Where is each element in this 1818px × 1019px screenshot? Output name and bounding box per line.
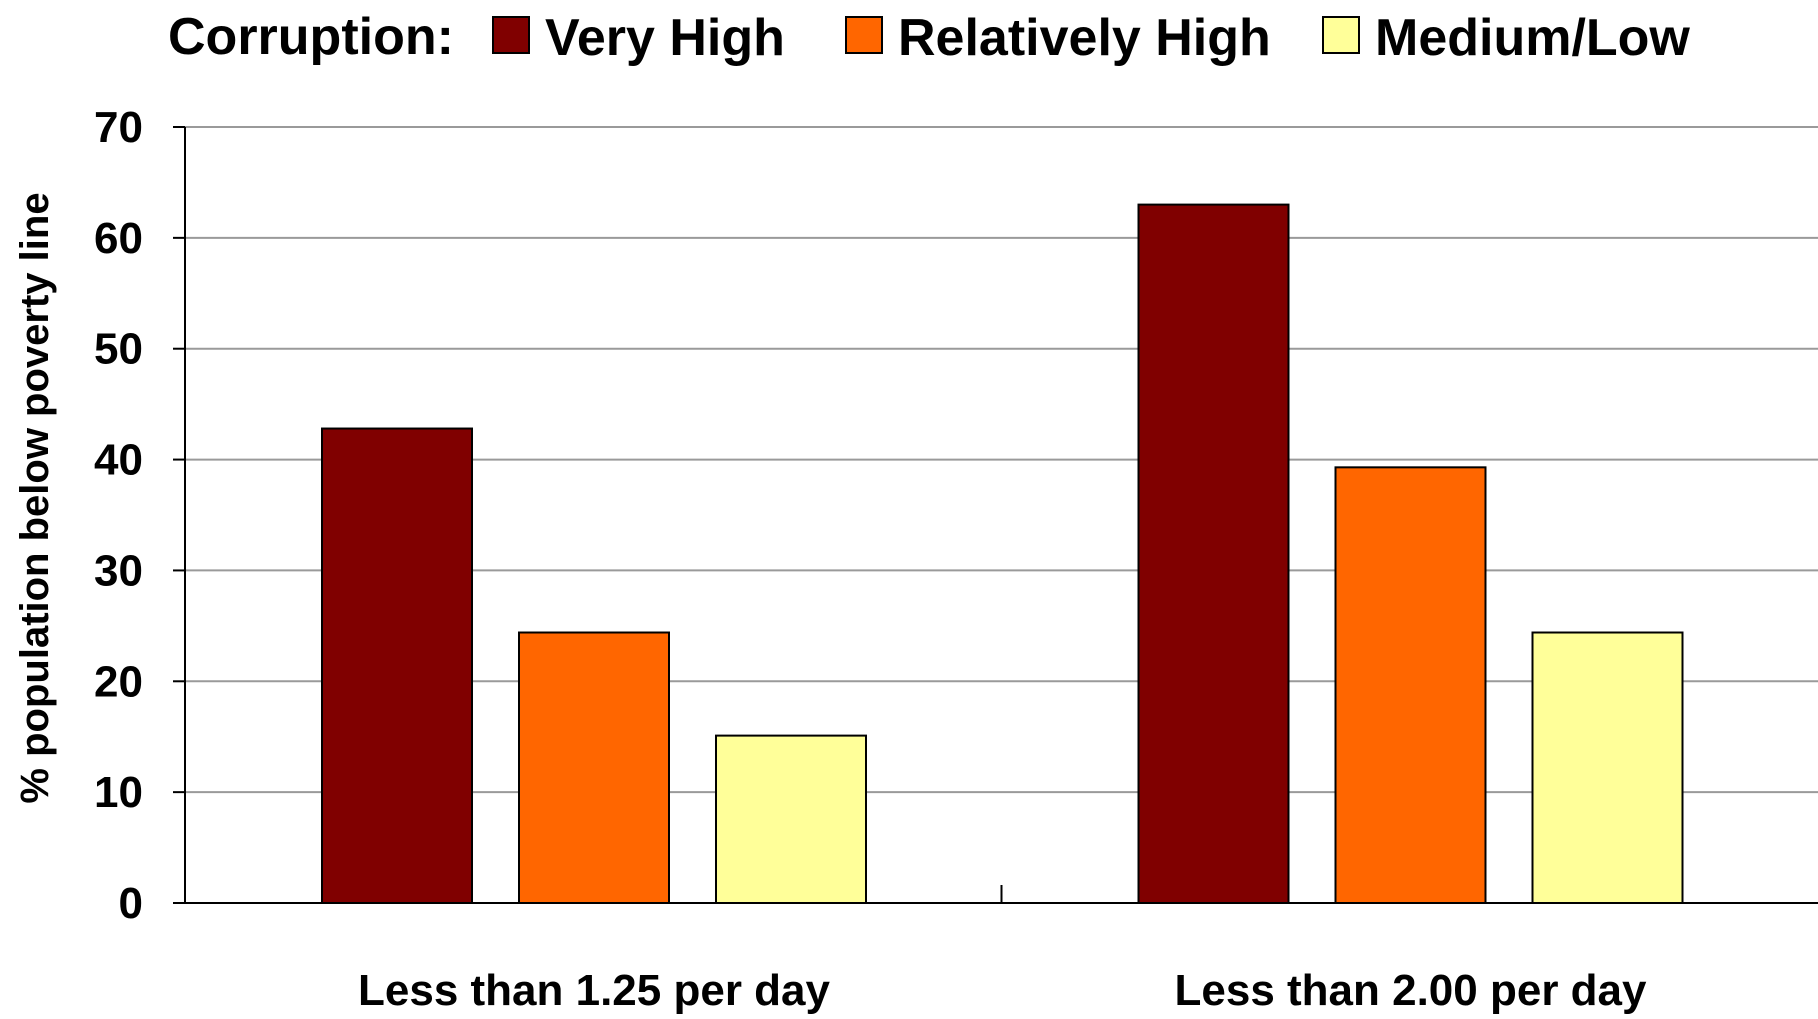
- legend-swatch: [492, 16, 530, 54]
- legend: Corruption: Very High Relatively High Medi…: [168, 8, 1690, 67]
- bar: [518, 631, 670, 904]
- legend-swatch: [845, 16, 883, 54]
- axes: [184, 127, 1818, 904]
- bar: [1334, 466, 1487, 904]
- y-tick-label: 30: [94, 546, 143, 595]
- legend-items: Very High Relatively High Medium/Low: [492, 9, 1690, 67]
- y-tick-label: 70: [94, 103, 143, 152]
- bar: [715, 734, 867, 904]
- bar: [1137, 203, 1290, 905]
- y-axis-ticks: 0 10 20 30 40 50 60 70: [94, 103, 185, 928]
- y-tick-label: 20: [94, 657, 143, 706]
- legend-swatch: [1322, 16, 1360, 54]
- x-axis-labels: Less than 1.25 per day Less than 2.00 per…: [358, 966, 1647, 1015]
- y-tick-label: 0: [119, 879, 143, 928]
- y-tick-label: 10: [94, 768, 143, 817]
- legend-label: Very High: [545, 9, 785, 67]
- legend-label: Relatively High: [898, 9, 1271, 67]
- bars: [321, 203, 1684, 905]
- y-axis-title: % population below poverty line: [13, 192, 57, 803]
- bar: [1531, 631, 1684, 904]
- y-tick-label: 40: [94, 436, 143, 485]
- y-tick-label: 60: [94, 214, 143, 263]
- legend-label: Medium/Low: [1375, 9, 1690, 67]
- bar: [321, 427, 473, 904]
- x-tick-label: Less than 2.00 per day: [1175, 966, 1648, 1015]
- x-tick-label: Less than 1.25 per day: [358, 966, 831, 1015]
- y-tick-label: 50: [94, 325, 143, 374]
- legend-title: Corruption:: [168, 8, 454, 66]
